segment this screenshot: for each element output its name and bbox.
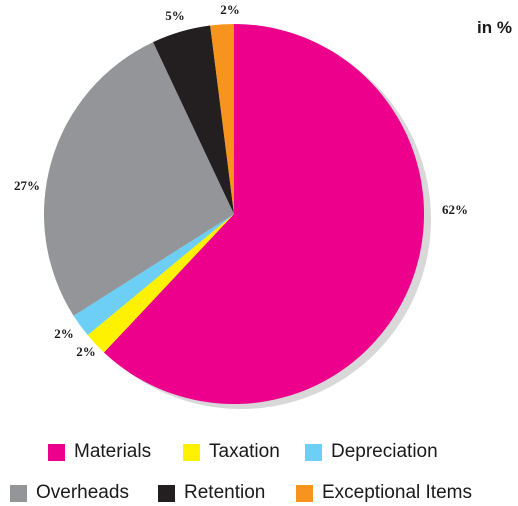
legend-item-taxation: Taxation [183, 441, 280, 463]
pie-slice-materials [103, 24, 425, 404]
slice-label-exceptional-items: 2% [220, 2, 240, 17]
pie-slice-retention [153, 25, 234, 215]
legend-item-overheads: Overheads [10, 482, 129, 504]
legend-swatch [10, 484, 27, 502]
legend-item-materials: Materials [48, 441, 151, 463]
legend-label: Retention [184, 482, 266, 503]
legend-item-retention: Retention [158, 482, 265, 504]
legend-label: Overheads [36, 482, 129, 503]
slice-label-depreciation: 2% [54, 326, 74, 341]
legend-label: Exceptional Items [322, 482, 472, 503]
pie-chart: 62%2%2%27%5% 2% [14, 2, 468, 409]
legend-item-depreciation: Depreciation [305, 441, 438, 463]
pie-slice-exceptional-items [210, 24, 234, 214]
slice-label-overheads: 27% [14, 178, 40, 193]
pie-slice-taxation [87, 214, 235, 353]
legend-item-exceptional-items: Exceptional Items [296, 482, 472, 504]
legend-label: Materials [74, 441, 152, 462]
legend-swatch [305, 443, 322, 461]
slice-label-retention: 5% [165, 8, 185, 23]
legend-swatch [296, 484, 313, 502]
legend-swatch [48, 443, 65, 461]
legend-label: Depreciation [331, 441, 438, 462]
slice-label-materials: 62% [442, 202, 468, 217]
unit-label: in % [477, 18, 512, 37]
legend-swatch [183, 443, 200, 461]
legend-label: Taxation [209, 441, 280, 462]
pie-slice-overheads [43, 42, 234, 316]
legend-swatch [158, 484, 175, 502]
pie-slice-depreciation [73, 214, 234, 336]
slice-label-taxation: 2% [76, 344, 96, 359]
